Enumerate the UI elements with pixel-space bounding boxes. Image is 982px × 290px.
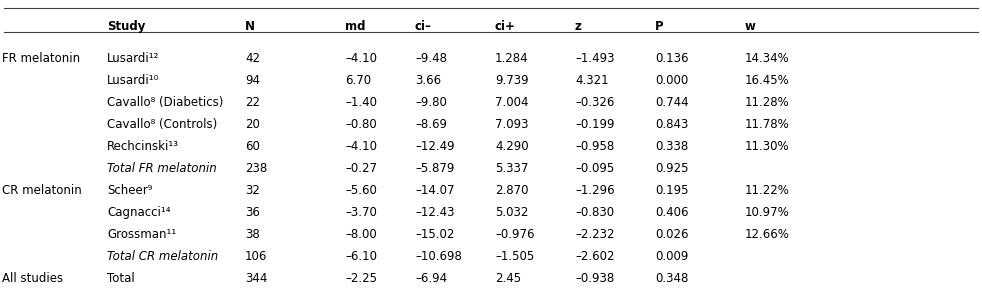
Text: P: P: [655, 20, 664, 33]
Text: –0.938: –0.938: [575, 272, 615, 285]
Text: –5.60: –5.60: [345, 184, 377, 197]
Text: 11.28%: 11.28%: [745, 96, 790, 109]
Text: 0.195: 0.195: [655, 184, 688, 197]
Text: 238: 238: [245, 162, 267, 175]
Text: –6.10: –6.10: [345, 250, 377, 263]
Text: FR melatonin: FR melatonin: [2, 52, 81, 65]
Text: –0.095: –0.095: [575, 162, 615, 175]
Text: 11.22%: 11.22%: [745, 184, 790, 197]
Text: 0.348: 0.348: [655, 272, 688, 285]
Text: ci+: ci+: [495, 20, 516, 33]
Text: 4.321: 4.321: [575, 74, 609, 87]
Text: –0.958: –0.958: [575, 140, 615, 153]
Text: –2.602: –2.602: [575, 250, 615, 263]
Text: –0.830: –0.830: [575, 206, 614, 219]
Text: –3.70: –3.70: [345, 206, 377, 219]
Text: Cavallo⁸ (Controls): Cavallo⁸ (Controls): [107, 118, 217, 131]
Text: –5.879: –5.879: [415, 162, 455, 175]
Text: z: z: [575, 20, 582, 33]
Text: 11.78%: 11.78%: [745, 118, 790, 131]
Text: Lusardi¹²: Lusardi¹²: [107, 52, 159, 65]
Text: Total CR melatonin: Total CR melatonin: [107, 250, 218, 263]
Text: All studies: All studies: [2, 272, 63, 285]
Text: Rechcinski¹³: Rechcinski¹³: [107, 140, 179, 153]
Text: –8.69: –8.69: [415, 118, 447, 131]
Text: –9.80: –9.80: [415, 96, 447, 109]
Text: –0.27: –0.27: [345, 162, 377, 175]
Text: –14.07: –14.07: [415, 184, 455, 197]
Text: 32: 32: [245, 184, 260, 197]
Text: –1.296: –1.296: [575, 184, 615, 197]
Text: 5.032: 5.032: [495, 206, 528, 219]
Text: –0.199: –0.199: [575, 118, 615, 131]
Text: Scheer⁹: Scheer⁹: [107, 184, 152, 197]
Text: 16.45%: 16.45%: [745, 74, 790, 87]
Text: –6.94: –6.94: [415, 272, 447, 285]
Text: 22: 22: [245, 96, 260, 109]
Text: 94: 94: [245, 74, 260, 87]
Text: 11.30%: 11.30%: [745, 140, 790, 153]
Text: 0.026: 0.026: [655, 228, 688, 241]
Text: 0.406: 0.406: [655, 206, 688, 219]
Text: 0.744: 0.744: [655, 96, 688, 109]
Text: 6.70: 6.70: [345, 74, 371, 87]
Text: –1.40: –1.40: [345, 96, 377, 109]
Text: 1.284: 1.284: [495, 52, 528, 65]
Text: 12.66%: 12.66%: [745, 228, 790, 241]
Text: 0.925: 0.925: [655, 162, 688, 175]
Text: 36: 36: [245, 206, 260, 219]
Text: CR melatonin: CR melatonin: [2, 184, 82, 197]
Text: 2.870: 2.870: [495, 184, 528, 197]
Text: 38: 38: [245, 228, 260, 241]
Text: Cavallo⁸ (Diabetics): Cavallo⁸ (Diabetics): [107, 96, 223, 109]
Text: Cagnacci¹⁴: Cagnacci¹⁴: [107, 206, 171, 219]
Text: 106: 106: [245, 250, 267, 263]
Text: –0.976: –0.976: [495, 228, 534, 241]
Text: –4.10: –4.10: [345, 140, 377, 153]
Text: –9.48: –9.48: [415, 52, 447, 65]
Text: Lusardi¹⁰: Lusardi¹⁰: [107, 74, 159, 87]
Text: 7.093: 7.093: [495, 118, 528, 131]
Text: –0.80: –0.80: [345, 118, 377, 131]
Text: 3.66: 3.66: [415, 74, 441, 87]
Text: 4.290: 4.290: [495, 140, 528, 153]
Text: –10.698: –10.698: [415, 250, 462, 263]
Text: w: w: [745, 20, 756, 33]
Text: Grossman¹¹: Grossman¹¹: [107, 228, 176, 241]
Text: 0.136: 0.136: [655, 52, 688, 65]
Text: –12.49: –12.49: [415, 140, 455, 153]
Text: –15.02: –15.02: [415, 228, 455, 241]
Text: 42: 42: [245, 52, 260, 65]
Text: 60: 60: [245, 140, 260, 153]
Text: –8.00: –8.00: [345, 228, 377, 241]
Text: 10.97%: 10.97%: [745, 206, 790, 219]
Text: 0.338: 0.338: [655, 140, 688, 153]
Text: 7.004: 7.004: [495, 96, 528, 109]
Text: Total: Total: [107, 272, 135, 285]
Text: Total FR melatonin: Total FR melatonin: [107, 162, 217, 175]
Text: 344: 344: [245, 272, 267, 285]
Text: Study: Study: [107, 20, 145, 33]
Text: –12.43: –12.43: [415, 206, 455, 219]
Text: –2.232: –2.232: [575, 228, 615, 241]
Text: –1.493: –1.493: [575, 52, 615, 65]
Text: 14.34%: 14.34%: [745, 52, 790, 65]
Text: –2.25: –2.25: [345, 272, 377, 285]
Text: N: N: [245, 20, 255, 33]
Text: 9.739: 9.739: [495, 74, 528, 87]
Text: md: md: [345, 20, 365, 33]
Text: –0.326: –0.326: [575, 96, 615, 109]
Text: –1.505: –1.505: [495, 250, 534, 263]
Text: 0.009: 0.009: [655, 250, 688, 263]
Text: 20: 20: [245, 118, 260, 131]
Text: 2.45: 2.45: [495, 272, 521, 285]
Text: ci–: ci–: [415, 20, 432, 33]
Text: 0.000: 0.000: [655, 74, 688, 87]
Text: –4.10: –4.10: [345, 52, 377, 65]
Text: 0.843: 0.843: [655, 118, 688, 131]
Text: 5.337: 5.337: [495, 162, 528, 175]
